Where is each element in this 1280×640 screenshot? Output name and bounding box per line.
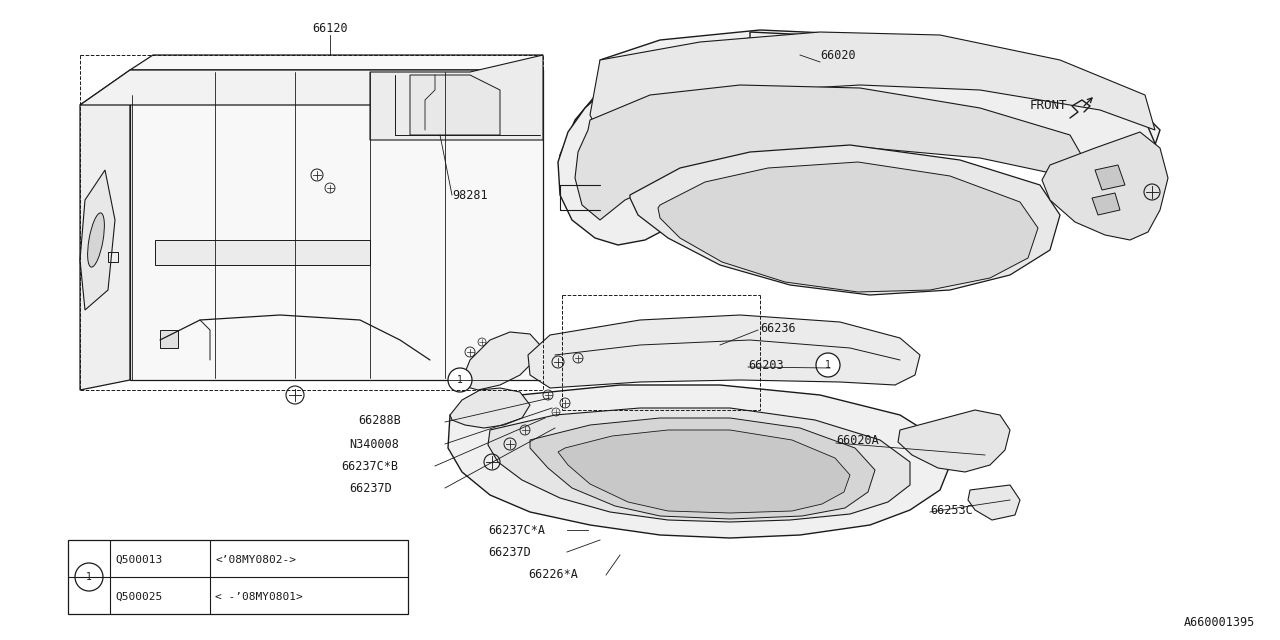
Text: 66203: 66203 (748, 358, 783, 371)
Text: 66120: 66120 (312, 22, 348, 35)
Text: 98281: 98281 (452, 189, 488, 202)
Text: Q500013: Q500013 (115, 555, 163, 565)
Text: 1: 1 (457, 375, 463, 385)
Text: Q500025: Q500025 (115, 592, 163, 602)
Polygon shape (155, 240, 370, 265)
Text: 66237C*B: 66237C*B (340, 460, 398, 472)
Polygon shape (658, 162, 1038, 292)
Text: 66236: 66236 (760, 321, 796, 335)
Text: A660001395: A660001395 (1184, 616, 1254, 628)
Polygon shape (530, 418, 876, 519)
Polygon shape (448, 385, 950, 538)
Text: 66288B: 66288B (358, 413, 401, 426)
Polygon shape (131, 55, 543, 70)
Text: 66020A: 66020A (836, 433, 879, 447)
Polygon shape (1094, 165, 1125, 190)
Polygon shape (558, 430, 850, 513)
Polygon shape (968, 485, 1020, 520)
Text: 1: 1 (826, 360, 831, 370)
Polygon shape (558, 32, 1160, 245)
Bar (68, 540, 408, 614)
Polygon shape (529, 315, 920, 388)
Polygon shape (131, 70, 543, 380)
Polygon shape (590, 32, 1155, 135)
Text: 66226*A: 66226*A (529, 568, 577, 582)
Polygon shape (81, 70, 131, 390)
Text: 1: 1 (86, 572, 92, 582)
Text: 66237D: 66237D (488, 545, 531, 559)
Polygon shape (1042, 132, 1169, 240)
Polygon shape (899, 410, 1010, 472)
Polygon shape (81, 170, 115, 310)
Polygon shape (160, 330, 178, 348)
Polygon shape (561, 30, 1160, 240)
Polygon shape (451, 388, 530, 428)
Text: 66020: 66020 (820, 49, 855, 61)
Polygon shape (460, 332, 540, 390)
Polygon shape (370, 55, 543, 140)
Text: <’08MY0802->: <’08MY0802-> (215, 555, 296, 565)
Polygon shape (488, 408, 910, 522)
Circle shape (817, 353, 840, 377)
Ellipse shape (87, 213, 105, 267)
Polygon shape (1092, 193, 1120, 215)
Text: 66237D: 66237D (349, 481, 392, 495)
Circle shape (76, 563, 102, 591)
Text: FRONT: FRONT (1030, 99, 1068, 111)
Polygon shape (630, 145, 1060, 295)
Circle shape (448, 368, 472, 392)
Text: 66253C: 66253C (931, 504, 973, 516)
Text: < -’08MY0801>: < -’08MY0801> (215, 592, 303, 602)
Polygon shape (81, 70, 543, 105)
Text: N340008: N340008 (349, 438, 399, 451)
Polygon shape (575, 85, 1091, 220)
Polygon shape (410, 75, 500, 135)
Text: 66237C*A: 66237C*A (488, 524, 545, 536)
